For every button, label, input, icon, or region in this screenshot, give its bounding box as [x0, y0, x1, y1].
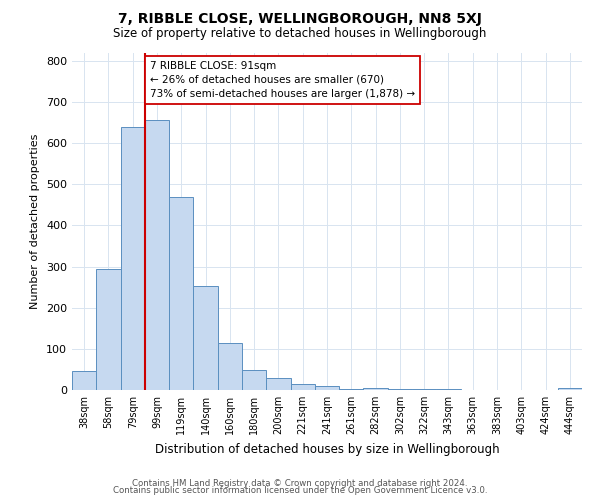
Bar — [412, 389, 436, 390]
Bar — [121, 128, 145, 390]
Text: Contains public sector information licensed under the Open Government Licence v3: Contains public sector information licen… — [113, 486, 487, 495]
Bar — [266, 378, 290, 390]
Bar — [193, 286, 218, 390]
Bar — [388, 389, 412, 390]
Bar — [339, 389, 364, 390]
Bar — [436, 389, 461, 390]
Text: Size of property relative to detached houses in Wellingborough: Size of property relative to detached ho… — [113, 28, 487, 40]
Text: 7, RIBBLE CLOSE, WELLINGBOROUGH, NN8 5XJ: 7, RIBBLE CLOSE, WELLINGBOROUGH, NN8 5XJ — [118, 12, 482, 26]
Bar — [315, 386, 339, 390]
Bar — [72, 370, 96, 390]
Y-axis label: Number of detached properties: Number of detached properties — [31, 134, 40, 309]
Bar — [218, 344, 242, 390]
Bar — [145, 120, 169, 390]
X-axis label: Distribution of detached houses by size in Wellingborough: Distribution of detached houses by size … — [155, 442, 499, 456]
Bar — [290, 384, 315, 390]
Text: Contains HM Land Registry data © Crown copyright and database right 2024.: Contains HM Land Registry data © Crown c… — [132, 478, 468, 488]
Bar — [558, 388, 582, 390]
Bar — [364, 388, 388, 390]
Bar — [242, 370, 266, 390]
Text: 7 RIBBLE CLOSE: 91sqm
← 26% of detached houses are smaller (670)
73% of semi-det: 7 RIBBLE CLOSE: 91sqm ← 26% of detached … — [150, 60, 415, 98]
Bar — [96, 268, 121, 390]
Bar — [169, 198, 193, 390]
